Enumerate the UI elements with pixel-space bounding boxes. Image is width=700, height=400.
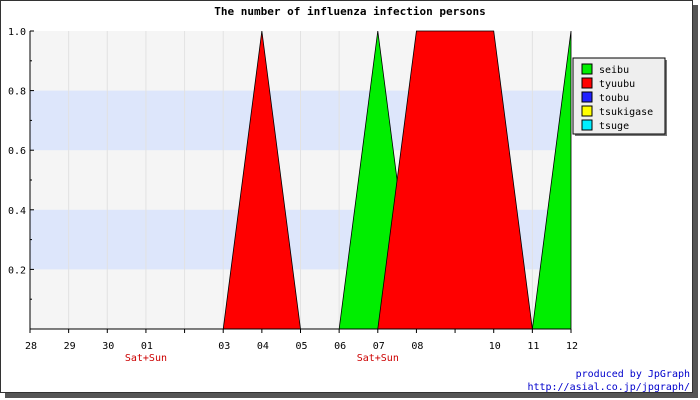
x-tick-label: 30 xyxy=(102,341,114,352)
legend-label-seibu: seibu xyxy=(599,65,629,76)
x-tick-label: 05 xyxy=(295,341,307,352)
x-tick-label: 28 xyxy=(25,341,37,352)
legend-swatch-seibu xyxy=(581,63,593,75)
weekend-label: Sat+Sun xyxy=(357,353,399,364)
legend-swatch-toubu xyxy=(581,91,593,103)
weekend-label: Sat+Sun xyxy=(125,353,167,364)
y-tick-label: 0.2 xyxy=(8,265,26,276)
x-tick-label: 29 xyxy=(64,341,76,352)
x-tick-label: 08 xyxy=(411,341,423,352)
y-tick-label: 0.6 xyxy=(8,146,26,157)
x-tick-label: 10 xyxy=(489,341,501,352)
x-tick-label: 07 xyxy=(373,341,385,352)
x-tick-label: 01 xyxy=(141,341,153,352)
legend-label-toubu: toubu xyxy=(599,93,629,104)
legend-label-tsukigase: tsukigase xyxy=(599,107,653,118)
x-tick-label: 06 xyxy=(334,341,346,352)
credit-line-1: produced by JpGraph xyxy=(576,369,690,380)
y-tick-label: 0.8 xyxy=(8,87,26,98)
plot-area: 0.2 0.4 0.6 0.8 1.0 28 29 30 01 03 04 05 06 07 08 10 11 1… xyxy=(8,27,578,364)
y-tick-label: 0.4 xyxy=(8,206,26,217)
y-tick-label: 1.0 xyxy=(8,27,26,38)
chart-title: The number of influenza infection person… xyxy=(214,5,486,18)
legend: seibu tyuubu toubu tsukigase tsuge xyxy=(572,57,667,136)
legend-swatch-tsukigase xyxy=(581,105,593,117)
legend-label-tsuge: tsuge xyxy=(599,121,629,132)
legend-swatch-tsuge xyxy=(581,119,593,131)
legend-label-tyuubu: tyuubu xyxy=(599,79,635,90)
x-tick-label: 11 xyxy=(527,341,539,352)
x-tick-label: 04 xyxy=(257,341,269,352)
legend-swatch-tyuubu xyxy=(581,77,593,89)
credit-line-2[interactable]: http://asial.co.jp/jpgraph/ xyxy=(527,382,690,393)
x-tick-label: 12 xyxy=(566,341,578,352)
x-tick-label: 03 xyxy=(218,341,230,352)
